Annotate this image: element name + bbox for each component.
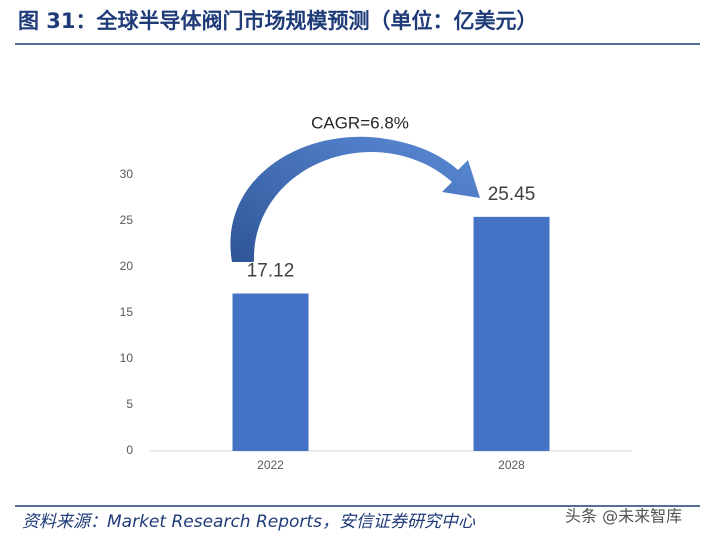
data-label: 17.12 bbox=[247, 261, 295, 282]
y-tick-label: 30 bbox=[120, 167, 134, 181]
x-tick-label: 2022 bbox=[257, 458, 284, 472]
y-tick-label: 15 bbox=[120, 305, 134, 319]
cagr-annotation: CAGR=6.8% bbox=[311, 113, 409, 132]
x-tick-label: 2028 bbox=[498, 458, 525, 472]
growth-arrow bbox=[230, 136, 480, 262]
source-note: 资料来源：Market Research Reports，安信证券研究中心 bbox=[22, 512, 476, 532]
bar bbox=[473, 216, 550, 451]
watermark: 头条 @未来智库 bbox=[565, 507, 682, 526]
y-tick-label: 20 bbox=[120, 259, 134, 273]
bar bbox=[232, 293, 309, 451]
chart-title: 图 31：全球半导体阀门市场规模预测（单位：亿美元） bbox=[18, 9, 538, 33]
y-tick-label: 0 bbox=[126, 443, 133, 457]
y-tick-label: 5 bbox=[126, 397, 133, 411]
data-label: 25.45 bbox=[488, 184, 536, 205]
y-tick-label: 25 bbox=[120, 213, 134, 227]
y-tick-label: 10 bbox=[120, 351, 134, 365]
